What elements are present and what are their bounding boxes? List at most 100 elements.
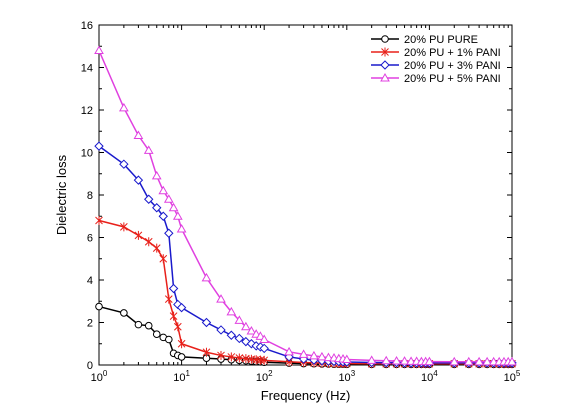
y-axis-title: Dielectric loss — [54, 154, 69, 235]
x-tick-label: 102 — [256, 369, 273, 384]
data-point — [259, 343, 269, 354]
data-point — [323, 352, 334, 362]
legend-entry-3: 20% PU + 3% PANI — [371, 60, 501, 72]
series-4 — [94, 45, 517, 366]
data-point — [309, 350, 319, 360]
y-tick-label: 10 — [81, 148, 93, 160]
data-point — [159, 254, 168, 264]
data-point — [216, 325, 226, 335]
data-point — [260, 355, 269, 365]
y-tick-label: 8 — [87, 190, 93, 202]
data-point — [227, 352, 236, 362]
data-point — [134, 230, 143, 240]
data-point — [152, 203, 162, 213]
data-point — [341, 354, 352, 363]
data-point — [120, 222, 128, 232]
data-point — [173, 322, 182, 332]
data-point — [152, 330, 161, 338]
data-point — [284, 346, 294, 356]
legend-label: 20% PU + 1% PANI — [404, 47, 501, 59]
data-point — [235, 353, 244, 363]
data-point — [143, 145, 154, 154]
data-point — [424, 356, 435, 366]
data-point — [381, 35, 389, 43]
data-point — [226, 330, 237, 340]
data-point — [151, 170, 162, 180]
data-point — [164, 228, 174, 238]
x-tick-label: 100 — [91, 369, 108, 384]
data-point — [226, 306, 237, 316]
data-point — [94, 45, 104, 54]
y-tick-label: 0 — [87, 360, 93, 372]
data-point — [176, 223, 187, 233]
data-point — [366, 355, 377, 364]
data-point — [168, 202, 179, 212]
data-point — [399, 356, 410, 365]
y-tick-label: 6 — [87, 233, 93, 245]
data-point — [449, 356, 460, 366]
series-line — [98, 50, 512, 363]
data-point — [144, 321, 153, 330]
data-point — [120, 309, 128, 317]
data-point — [241, 321, 251, 331]
data-point — [119, 159, 129, 169]
data-point — [216, 294, 226, 303]
data-point — [133, 130, 144, 139]
data-point — [95, 302, 103, 311]
data-point — [177, 339, 186, 349]
data-point — [164, 294, 173, 304]
data-point — [176, 302, 187, 313]
data-point — [172, 211, 183, 220]
series-2 — [95, 216, 516, 369]
data-point — [201, 317, 212, 328]
data-point — [217, 350, 225, 360]
x-tick-label: 105 — [504, 369, 521, 384]
legend-label: 20% PU PURE — [404, 34, 478, 46]
y-tick-label: 12 — [81, 105, 93, 117]
data-point — [463, 356, 474, 366]
data-point — [158, 185, 169, 195]
data-point — [144, 194, 154, 204]
data-point — [298, 349, 309, 358]
y-tick-label: 2 — [87, 318, 93, 330]
data-point — [144, 237, 153, 247]
legend-entry-1: 20% PU PURE — [371, 34, 478, 46]
x-tick-label: 104 — [421, 369, 438, 384]
series-layer — [94, 45, 517, 369]
data-point — [169, 311, 178, 321]
data-point — [317, 351, 327, 361]
data-point — [95, 216, 103, 225]
y-tick-label: 14 — [81, 63, 93, 75]
y-tick-label: 16 — [81, 20, 93, 32]
data-point — [134, 320, 143, 329]
data-point — [177, 353, 186, 361]
data-point — [234, 315, 245, 324]
data-point — [202, 347, 211, 357]
data-point — [259, 334, 270, 343]
data-point — [152, 243, 161, 253]
data-point — [158, 211, 168, 221]
data-point — [94, 141, 104, 151]
data-point — [380, 60, 390, 70]
data-point — [381, 355, 392, 365]
data-point — [255, 331, 266, 340]
data-point — [201, 272, 212, 282]
series-line — [98, 219, 512, 365]
data-point — [380, 72, 390, 82]
data-point — [507, 356, 517, 366]
x-tick-label: 103 — [338, 369, 355, 384]
legend-label: 20% PU + 3% PANI — [404, 60, 501, 72]
data-point — [381, 47, 389, 57]
y-tick-label: 4 — [87, 275, 93, 287]
x-axis-title: Frequency (Hz) — [261, 388, 351, 403]
data-point — [474, 356, 484, 366]
data-point — [168, 283, 179, 294]
x-tick-label: 101 — [173, 369, 190, 384]
data-point — [391, 355, 402, 365]
data-point — [165, 335, 173, 344]
legend-entry-4: 20% PU + 5% PANI — [371, 72, 501, 85]
data-point — [234, 333, 245, 344]
data-point — [133, 175, 144, 185]
data-point — [119, 102, 129, 112]
